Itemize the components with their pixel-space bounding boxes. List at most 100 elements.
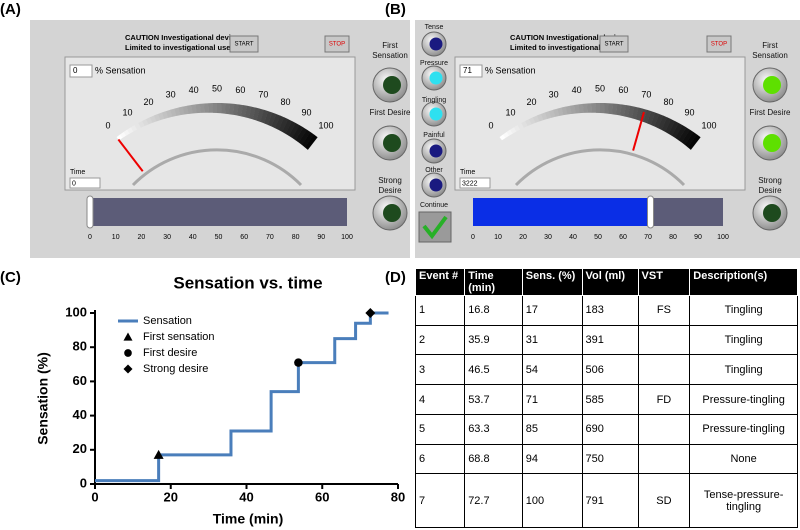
gauge-band [248,106,256,120]
gauge-band [267,112,277,127]
table-row: 2 35.9 31 391 Tingling [414,324,798,356]
header-row: Event # Time (min) Sens. (%) Vol (ml) VST Des… [414,268,798,296]
gauge-band [304,134,318,150]
slider-thumb[interactable] [86,195,94,229]
slider-tick-label: 90 [694,234,702,241]
gauge-tick-label: 50 [595,83,605,93]
gauge-band [134,122,142,130]
table-cell: 791 [581,473,639,528]
panel-label: (B) [385,1,406,18]
table-cell: 17 [521,295,583,326]
time-box [69,177,101,189]
gauge-band [557,107,564,116]
gauge-value-box [69,64,93,78]
marker-triangle [153,449,164,459]
gauge-band [643,109,652,124]
slider-tick-label: 0 [88,234,92,241]
table-cell: 585 [581,384,639,415]
gauge-band [608,103,614,115]
caution-text: CAUTION Investigational device. [510,33,626,42]
table-cell: 690 [581,413,639,445]
gauge-band [285,120,296,136]
gauge-tick-label: 30 [166,89,176,99]
gauge-band [517,122,525,130]
gauge-needle [117,138,144,172]
event-table: Event # Time (min) Sens. (%) Vol (ml) VST Des… [414,268,798,528]
gauge-band [569,104,576,114]
table-cell [637,324,691,356]
slider-tick-label: 30 [544,234,552,241]
gauge-band [195,103,201,114]
check-mark [422,215,448,240]
gauge-band [513,124,521,132]
y-tick-label: 0 [80,475,87,490]
table-cell [637,443,691,475]
gauge-tick-label: 70 [641,89,651,99]
gauge-band [525,118,532,127]
gauge-band [650,112,660,127]
marker-diamond [365,308,376,318]
gauge-band [510,127,517,134]
legend-label: First sensation [143,331,215,343]
indicator-light [763,204,781,222]
slider-track [90,198,347,226]
gauge-tick-label: 10 [505,107,515,117]
table-cell: 7 [414,473,466,528]
caution-text: CAUTION Investigational device. [125,33,241,42]
continue-label: Continue [419,202,449,209]
time-value: 3222 [462,180,478,187]
table-cell: 4 [414,384,466,415]
table-cell: Tingling [689,295,798,326]
gauge-tick-label: 60 [235,85,245,95]
caution-text: Limited to investigational use. [125,43,233,52]
x-tick-label: 0 [91,489,98,504]
table-cell: 183 [581,295,639,326]
stop-button[interactable] [706,35,732,53]
slider-thumb[interactable] [647,195,654,229]
table-cell: Pressure-tingling [689,384,798,415]
gauge-band [233,103,239,116]
y-tick-label: 40 [73,407,87,422]
legend-label: Strong desire [143,363,208,375]
table-cell: 3 [414,354,466,386]
table-row: 3 46.5 54 506 Tingling [414,354,798,386]
table-cell: Tingling [689,324,798,356]
marker-diamond [123,364,133,374]
marker-circle [124,349,132,357]
gauge-value-box [459,64,483,78]
x-tick-label: 60 [315,489,329,504]
gauge-band [288,122,300,139]
table-cell: FD [637,384,691,415]
table-cell: 2 [414,324,466,356]
gauge-band [565,105,572,115]
table-row: 7 72.7 100 791 SD Tense-pressure-tingling [414,473,798,528]
slider-tick-label: 40 [189,234,197,241]
gauge-band [532,115,540,123]
gauge-tick-label: 70 [258,89,268,99]
gauge-band [142,118,149,127]
table-cell: 100 [521,473,583,528]
gauge-band [654,113,664,129]
start-button[interactable] [599,35,629,53]
x-tick-label: 20 [164,489,178,504]
y-tick-label: 80 [73,339,87,354]
gauge-band [149,115,157,123]
indicator-light [763,76,781,94]
gauge-band [678,127,691,143]
table-cell: 16.8 [464,295,523,326]
header-cell: Event # [414,268,466,296]
gauge-band [204,103,210,113]
indicator-light [763,134,781,152]
y-tick-label: 20 [73,441,87,456]
start-button[interactable] [229,35,259,53]
stop-button[interactable] [324,35,350,53]
gauge-tick-label: 20 [526,97,536,107]
table-cell: 31 [521,324,583,356]
x-tick-label: 80 [391,489,405,504]
table-cell: 53.7 [464,384,523,415]
gauge-band [635,107,643,121]
gauge-band [208,103,214,113]
sensation-light [429,178,443,192]
indicator-label: First Desire [369,108,411,117]
table-cell: 5 [414,413,466,445]
